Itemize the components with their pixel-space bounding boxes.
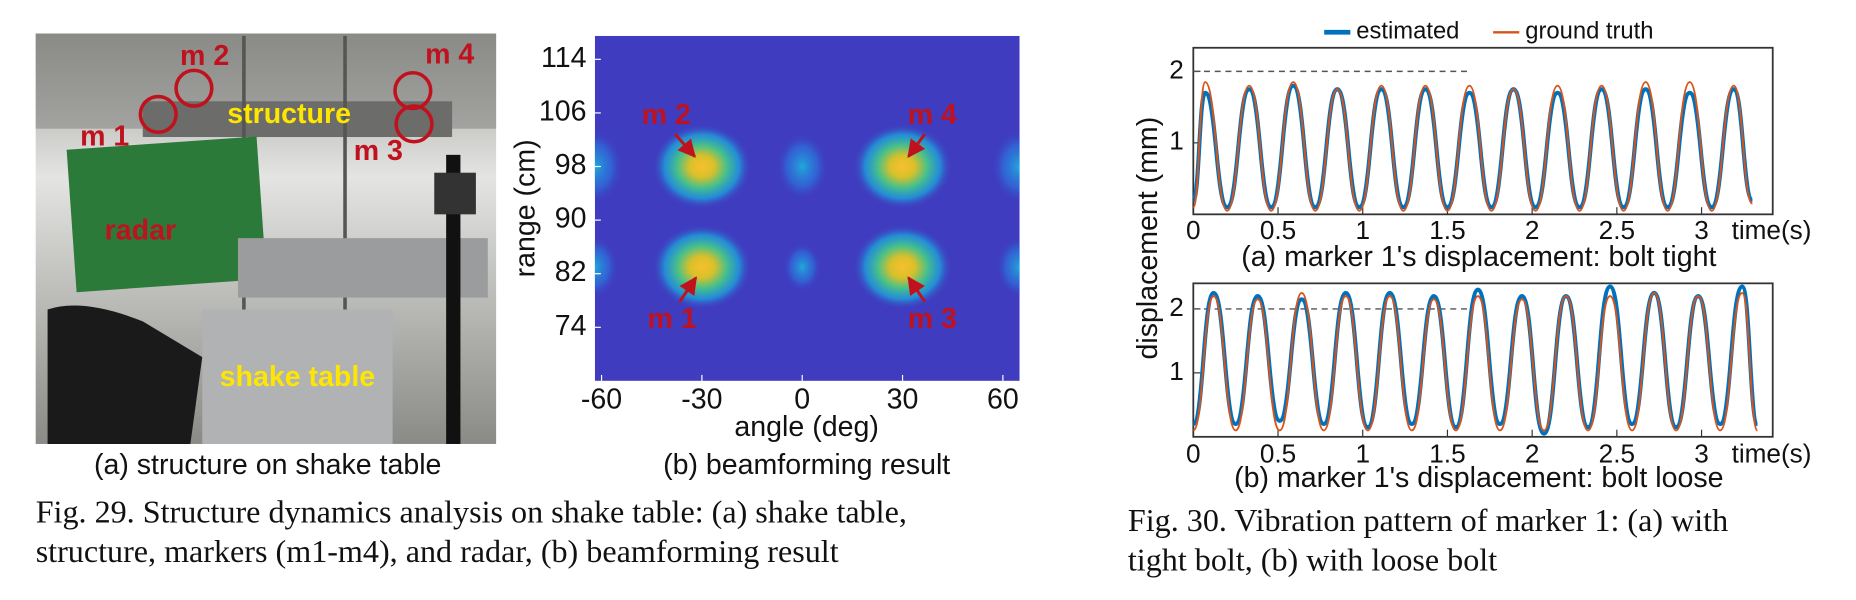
y-tick-label: 82 [555, 256, 587, 288]
heatmap-peak [651, 123, 752, 210]
x-tick-label: 1.5 [1429, 439, 1465, 469]
x-tick-label: 0 [1186, 215, 1201, 245]
x-tick-label: 1 [1355, 215, 1370, 245]
photo-label: shake table [220, 361, 376, 393]
figure-caption: tight bolt, (b) with loose bolt [1128, 541, 1497, 577]
heatmap-peak [852, 224, 953, 310]
figure-caption: Fig. 29. Structure dynamics analysis on … [36, 494, 907, 530]
photo [35, 33, 497, 444]
x-tick-label: 2.5 [1599, 439, 1635, 469]
y-tick-label: 1 [1169, 356, 1184, 386]
peak-label: m 3 [908, 303, 957, 335]
y-tick-label: 114 [541, 42, 587, 74]
peak-label: m 2 [642, 99, 691, 131]
heatmap-side-lobe [594, 236, 619, 298]
chart-subtitle: (a) marker 1's displacement: bolt tight [1241, 241, 1716, 273]
heatmap-peak [651, 224, 752, 310]
heatmap-side-lobe [783, 242, 822, 292]
legend-label: ground truth [1525, 18, 1653, 45]
x-tick-label: 3 [1694, 215, 1709, 245]
series-line [1192, 81, 1754, 212]
peak-arrow [907, 276, 927, 303]
heatmap-side-lobe [594, 129, 624, 204]
x-tick-label: 0.5 [1260, 215, 1296, 245]
x-tick-label: 1 [1355, 439, 1370, 469]
heatmap-peak [852, 123, 953, 210]
y-tick-label: 2 [1169, 54, 1184, 84]
x-tick-label: 0 [794, 384, 810, 416]
panel-caption: (a) structure on shake table [94, 449, 442, 481]
peak-arrow [678, 276, 698, 303]
photo-label: m 3 [354, 135, 403, 167]
legend-label: estimated [1356, 18, 1459, 45]
y-tick-label: 1 [1169, 126, 1184, 156]
x-tick-label: 0 [1186, 439, 1201, 469]
x-axis-label: time(s) [1732, 215, 1812, 245]
heatmap-side-lobe [776, 132, 829, 201]
x-axis-label: angle (deg) [734, 411, 878, 443]
peak-label: m 1 [648, 303, 697, 335]
photo-label: m 1 [80, 121, 129, 153]
panel-caption: (b) beamforming result [663, 449, 950, 481]
heatmap [594, 35, 1020, 381]
peak-arrow [674, 133, 696, 158]
x-tick-label: 1.5 [1429, 215, 1465, 245]
peak-label: m 4 [908, 99, 957, 131]
y-tick-label: 74 [555, 310, 587, 342]
y-tick-label: 2 [1169, 292, 1184, 322]
x-tick-label: 2.5 [1599, 215, 1635, 245]
x-tick-label: 30 [887, 384, 919, 416]
y-tick-label: 90 [555, 203, 587, 235]
x-tick-label: 60 [987, 384, 1019, 416]
series-line [1192, 291, 1759, 432]
y-axis-label: displacement (mm) [1132, 117, 1164, 360]
figure-caption: structure, markers (m1-m4), and radar, (… [36, 533, 839, 569]
x-tick-label: 2 [1525, 439, 1540, 469]
x-tick-label: -30 [681, 384, 722, 416]
chart-subtitle: (b) marker 1's displacement: bolt loose [1234, 462, 1723, 494]
photo-label: m 4 [425, 39, 474, 71]
x-tick-label: 3 [1694, 439, 1709, 469]
x-tick-label: 2 [1525, 215, 1540, 245]
x-tick-label: 0.5 [1260, 439, 1296, 469]
heatmap-side-lobe [991, 129, 1020, 204]
y-tick-label: 106 [539, 95, 587, 127]
y-tick-label: 98 [555, 149, 587, 181]
photo-label: m 2 [180, 40, 229, 72]
heatmap-side-lobe [995, 236, 1020, 298]
x-tick-label: -60 [581, 384, 622, 416]
y-axis-label: range (cm) [510, 139, 542, 277]
figure-caption: Fig. 30. Vibration pattern of marker 1: … [1128, 502, 1728, 538]
peak-arrow [907, 133, 927, 158]
photo-label: radar [105, 215, 176, 247]
photo-label: structure [227, 98, 351, 130]
x-axis-label: time(s) [1732, 439, 1812, 469]
